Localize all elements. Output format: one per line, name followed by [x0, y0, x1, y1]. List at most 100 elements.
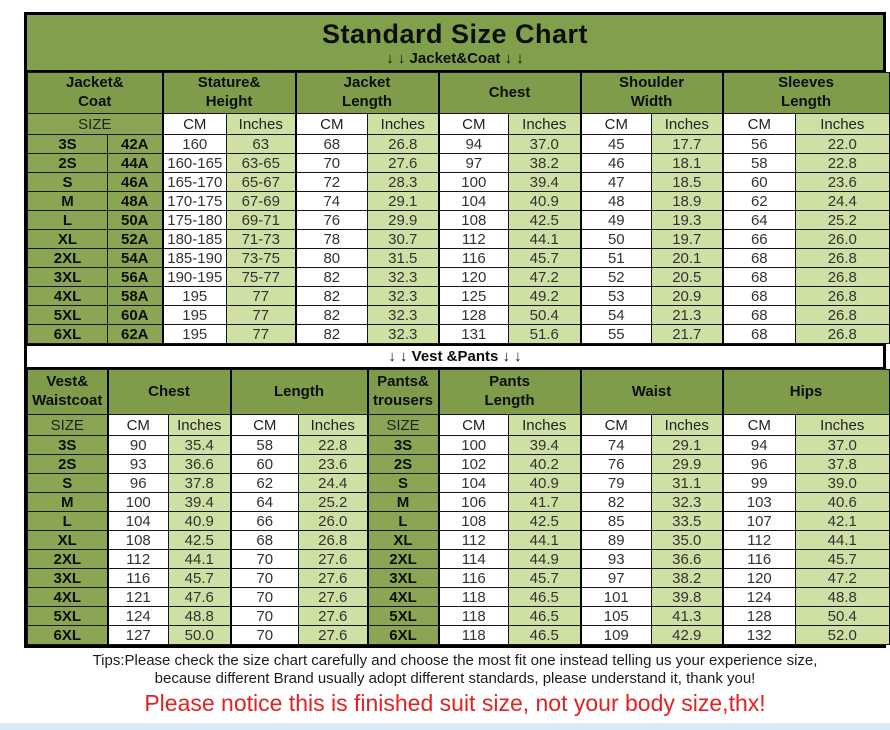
table-cell: 29.1: [650, 435, 724, 456]
column-header: Jacket Length: [295, 72, 440, 115]
table-cell: 51.6: [508, 324, 582, 345]
table-cell: Inches: [367, 113, 440, 136]
table-cell: 79: [580, 473, 652, 494]
table-cell: 37.0: [508, 134, 582, 155]
table-cell: 50.0: [168, 625, 232, 646]
table-cell: 29.9: [367, 210, 440, 231]
table-cell: 42.5: [508, 511, 582, 532]
table-cell: 66: [230, 511, 299, 532]
units-row: SIZE CM Inches CM Inches SIZE CM Inches CM Inches…: [27, 414, 890, 437]
table-row: 4XL 121 47.6 70 27.6 4XL 118 46.5 101 39.8 124 48.8: [27, 587, 890, 608]
table-cell: L: [367, 511, 440, 532]
table-cell: 40.2: [508, 454, 582, 475]
table-cell: 24.4: [298, 473, 369, 494]
page-title: Standard Size Chart: [321, 19, 589, 49]
table-row: 6XL 127 50.0 70 27.6 6XL 118 46.5 109 42.9 132 52.0: [27, 625, 890, 646]
table-cell: 104: [438, 473, 509, 494]
table-cell: 68: [722, 248, 797, 269]
table-cell: 19.7: [651, 229, 724, 250]
table-cell: 26.8: [367, 134, 440, 155]
table-cell: Inches: [650, 414, 724, 437]
table-cell: 71-73: [226, 229, 297, 250]
table-cell: 77: [226, 324, 297, 345]
table-cell: 2XL: [27, 248, 108, 269]
table-cell: 3S: [27, 435, 109, 456]
table-cell: 63: [226, 134, 297, 155]
table-cell: 48.8: [168, 606, 232, 627]
table-cell: CM: [438, 113, 510, 136]
table-cell: 60: [722, 172, 797, 193]
table-row: 5XL 60A 195 77 82 32.3 128 50.4 54 21.3 68 26.8: [27, 305, 890, 326]
table-cell: 64: [722, 210, 797, 231]
table-cell: CM: [722, 414, 797, 437]
table-cell: 2S: [367, 454, 440, 475]
table-cell: 55: [580, 324, 653, 345]
table-cell: 114: [438, 549, 509, 570]
table-cell: 26.0: [795, 229, 890, 250]
table-cell: 48A: [106, 191, 164, 212]
table-cell: CM: [580, 113, 653, 136]
table-cell: Inches: [226, 113, 297, 136]
table-cell: 74: [295, 191, 369, 212]
table-cell: CM: [438, 414, 509, 437]
table-cell: 41.3: [650, 606, 724, 627]
table-cell: 105: [580, 606, 652, 627]
table-cell: 22.0: [795, 134, 890, 155]
table-cell: 103: [722, 492, 797, 513]
table-cell: 70: [230, 625, 299, 646]
table-cell: 116: [438, 248, 510, 269]
table-cell: 100: [438, 435, 509, 456]
table-cell: 47.2: [795, 568, 890, 589]
vest-pants-size-table: Vest& Waistcoat Chest Length Pants& trouser…: [27, 369, 890, 646]
table-cell: 116: [722, 549, 797, 570]
table-cell: 28.3: [367, 172, 440, 193]
table-cell: 4XL: [27, 286, 108, 307]
table-row: 3S 42A 160 63 68 26.8 94 37.0 45 17.7 56 22.0: [27, 134, 890, 155]
table-cell: 160-165: [162, 153, 228, 174]
table-cell: 33.5: [650, 511, 724, 532]
table-cell: 70: [230, 568, 299, 589]
table-cell: 80: [295, 248, 369, 269]
table-cell: 190-195: [162, 267, 228, 288]
table-cell: 67-69: [226, 191, 297, 212]
table-cell: 40.9: [168, 511, 232, 532]
table-cell: 3XL: [27, 267, 108, 288]
table-cell: 118: [438, 625, 509, 646]
bottom-edge-strip: [0, 723, 890, 730]
table-cell: 21.7: [651, 324, 724, 345]
table-cell: 27.6: [298, 587, 369, 608]
table-cell: 47.6: [168, 587, 232, 608]
table-cell: 58: [230, 435, 299, 456]
column-header: Chest: [438, 72, 582, 115]
table-cell: 52.0: [795, 625, 890, 646]
table-cell: 26.8: [795, 286, 890, 307]
table-cell: 44.9: [508, 549, 582, 570]
table-cell: 30.7: [367, 229, 440, 250]
table-cell: 70: [295, 153, 369, 174]
table-cell: 45.7: [508, 568, 582, 589]
table-cell: 5XL: [27, 305, 108, 326]
table-cell: 4XL: [27, 587, 109, 608]
table-cell: 6XL: [367, 625, 440, 646]
table-cell: 112: [722, 530, 797, 551]
table-cell: Inches: [508, 414, 582, 437]
table-cell: 35.0: [650, 530, 724, 551]
table-cell: 68: [295, 134, 369, 155]
table-cell: 32.3: [367, 305, 440, 326]
table-cell: 74: [580, 435, 652, 456]
table-cell: 104: [438, 191, 510, 212]
table-cell: 76: [580, 454, 652, 475]
table-cell: 2XL: [367, 549, 440, 570]
table-cell: 73-75: [226, 248, 297, 269]
table-cell: 97: [438, 153, 510, 174]
table-cell: 70: [230, 549, 299, 570]
table-cell: 39.4: [168, 492, 232, 513]
table-cell: 96: [722, 454, 797, 475]
table-cell: L: [27, 511, 109, 532]
table-cell: 41.7: [508, 492, 582, 513]
table-cell: 63-65: [226, 153, 297, 174]
table-cell: CM: [162, 113, 228, 136]
table-cell: 18.5: [651, 172, 724, 193]
column-header: Pants& trousers: [367, 369, 440, 416]
